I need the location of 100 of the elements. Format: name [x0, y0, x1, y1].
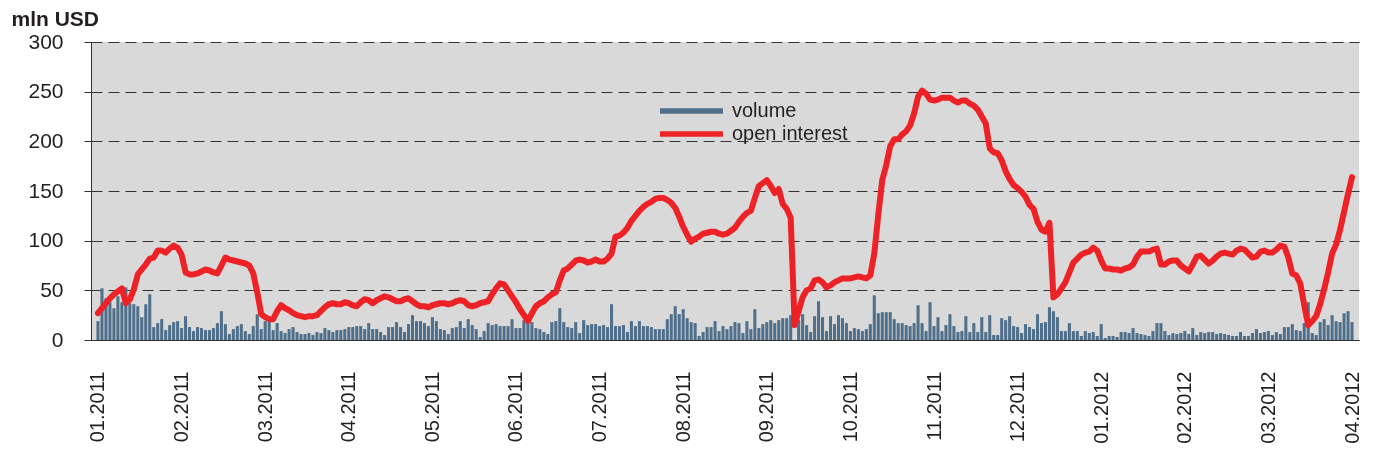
bar — [1024, 324, 1028, 340]
bar — [1290, 324, 1294, 340]
bar — [1067, 323, 1071, 340]
y-tick-label: 100 — [28, 228, 64, 252]
bar — [574, 322, 578, 340]
bar — [1262, 332, 1266, 340]
bar — [176, 321, 180, 340]
x-tick-label: 04.2012 — [1340, 371, 1363, 444]
bar — [331, 332, 335, 340]
bar — [199, 328, 204, 340]
bar — [263, 321, 267, 340]
bar — [458, 321, 462, 340]
bar — [108, 302, 112, 340]
bar — [486, 323, 490, 340]
bar — [148, 294, 152, 340]
bar — [1083, 331, 1087, 340]
bar — [522, 320, 526, 340]
bar — [1342, 313, 1346, 340]
bar — [1227, 335, 1231, 340]
bar — [840, 318, 844, 340]
bar — [836, 315, 840, 340]
bar — [1223, 334, 1227, 340]
bar — [1051, 311, 1055, 340]
bar — [442, 330, 446, 340]
bar — [494, 324, 498, 340]
bar — [761, 324, 765, 340]
bar — [1167, 335, 1171, 340]
bar — [395, 322, 399, 340]
bar — [1131, 328, 1135, 340]
bar — [203, 330, 207, 340]
bar — [1091, 332, 1095, 340]
bar — [817, 301, 821, 340]
bar — [355, 326, 359, 340]
x-tick-label: 11.2011 — [922, 371, 945, 441]
bar — [1346, 311, 1350, 340]
bar — [1179, 333, 1183, 340]
x-tick-label: 03.2011 — [253, 371, 276, 443]
bar — [980, 317, 984, 340]
bar — [745, 321, 749, 340]
bar — [673, 306, 677, 340]
x-tick-label: 10.2011 — [838, 371, 861, 443]
bar — [1035, 314, 1040, 340]
bar — [116, 296, 120, 340]
bar — [948, 314, 952, 340]
bar — [649, 327, 653, 340]
bar — [335, 330, 339, 340]
x-tick-label: 07.2011 — [588, 371, 611, 443]
bar — [1239, 332, 1243, 340]
bar — [1119, 332, 1123, 340]
bar — [1143, 335, 1147, 340]
bar — [681, 309, 685, 340]
bar — [936, 317, 940, 340]
bar — [801, 314, 805, 340]
bar — [1199, 332, 1203, 340]
x-tick-label: 02.2011 — [170, 371, 193, 443]
bar — [1274, 332, 1278, 340]
bar — [602, 325, 606, 340]
bar — [327, 330, 331, 340]
bar — [860, 331, 864, 340]
bar — [347, 327, 351, 340]
bar — [255, 314, 259, 340]
bar — [550, 322, 554, 340]
bar — [275, 323, 279, 340]
bar — [542, 332, 546, 340]
legend-label: open interest — [731, 122, 849, 144]
bar — [1235, 336, 1239, 340]
bar — [657, 329, 661, 340]
bar — [594, 324, 598, 340]
bar — [1231, 336, 1235, 340]
bar — [450, 328, 454, 340]
bar — [1207, 332, 1211, 340]
bar — [872, 295, 876, 340]
x-tick-label: 06.2011 — [504, 371, 527, 443]
bar — [418, 321, 422, 340]
bar — [168, 325, 172, 340]
bar — [1171, 333, 1175, 340]
bar — [410, 315, 415, 340]
bar — [422, 323, 426, 340]
bar — [880, 312, 884, 340]
bar — [1047, 307, 1051, 340]
bar — [1028, 327, 1032, 340]
bar — [1075, 331, 1079, 340]
bar — [466, 319, 470, 340]
x-tick-label: 04.2011 — [337, 371, 360, 443]
bar — [1000, 318, 1004, 340]
bar — [287, 329, 291, 340]
x-tick-label: 03.2012 — [1256, 371, 1279, 444]
bar — [510, 319, 514, 340]
bar — [590, 324, 594, 340]
bar — [283, 333, 287, 340]
bar — [1099, 324, 1103, 340]
bar — [343, 329, 347, 340]
bar — [896, 323, 900, 340]
bar — [1282, 327, 1286, 340]
bar — [1107, 336, 1111, 340]
bar — [1211, 332, 1215, 340]
bar — [502, 326, 506, 340]
x-tick-label: 12.2011 — [1006, 371, 1029, 443]
bar — [132, 304, 136, 340]
bar — [582, 320, 586, 340]
